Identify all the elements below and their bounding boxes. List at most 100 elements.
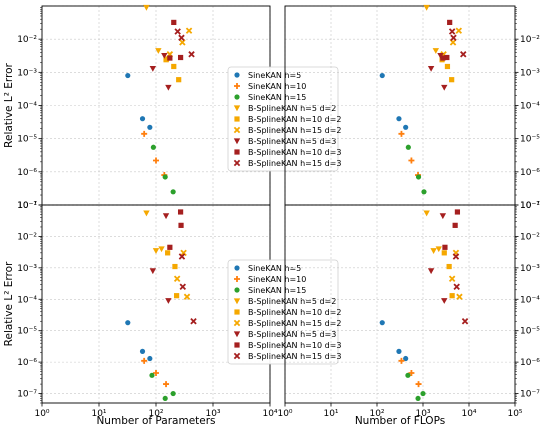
legend-marker [233,298,241,305]
marker-dot [379,72,385,79]
data-point [432,48,440,54]
series-1 [398,357,422,388]
legend-marker [233,319,241,327]
marker-dot [415,174,422,180]
y-tick-label: 10⁻² [520,232,540,242]
data-point [165,250,171,256]
y-tick-label: 10⁻⁵ [520,327,540,337]
series-7 [440,19,453,61]
marker-triangle [423,4,430,11]
marker-dot [125,72,131,79]
data-point [442,244,448,250]
x-tick-label: 10² [148,409,163,419]
marker-x [453,283,460,291]
data-point [177,209,184,215]
y-tick-label: 10⁻⁴ [520,102,540,112]
data-point [423,210,430,217]
data-point [396,116,402,122]
x-tick-label: 10⁵ [507,409,522,419]
legend-entry: B-SplineKAN h=10 d=3 [248,148,341,157]
marker-triangle [149,65,157,72]
marker-x [178,253,186,260]
marker-x [179,283,187,291]
marker-square [177,54,184,61]
data-point [165,84,172,91]
legend-box [227,259,339,365]
x-axis-label: Number of FLOPs [355,415,445,427]
y-tick-label: 10⁻⁴ [520,295,540,305]
data-point [180,249,187,257]
data-point [430,248,437,254]
marker-triangle [441,298,448,304]
series-5 [173,249,191,301]
marker-plus [408,157,415,164]
marker-x [233,126,241,134]
marker-square [440,55,446,61]
marker-square [171,63,177,70]
legend-marker [234,94,240,100]
data-point [174,28,181,35]
marker-square [172,263,178,270]
data-point [421,189,427,195]
legend-entry: B-SplineKAN h=10 d=2 [248,308,341,317]
data-point [427,268,435,275]
series-1 [141,130,168,179]
marker-dot [403,124,409,130]
data-point [153,370,159,377]
y-tick-label: 10⁻⁴ [17,102,37,112]
marker-dot [170,390,176,397]
marker-square [449,293,455,299]
panel-top-left: 10⁻⁷ 10⁻⁶ 10⁻⁵ 10⁻⁴ 10⁻³ 10⁻² Relative L² Erro… [3,4,341,211]
marker-plus [153,370,159,377]
data-point [139,348,146,354]
legend-entry: B-SplineKAN h=5 d=2 [248,297,336,306]
data-point [448,28,456,35]
data-point [178,34,185,42]
y-tick-label: 10⁻⁵ [17,327,37,337]
data-point [149,372,155,378]
marker-plus [234,83,240,89]
data-point [185,27,193,34]
marker-square [234,309,240,315]
legend-entry: B-SplineKAN h=5 d=3 [248,330,336,339]
marker-triangle [427,65,435,72]
series-0 [125,72,153,130]
marker-dot [147,355,153,362]
marker-square [174,293,180,299]
marker-x [188,51,195,58]
data-point [161,52,168,59]
data-point [171,63,177,70]
panel-bottom-right: 10⁻⁷ 10⁻⁶ 10⁻⁵ 10⁻⁴ 10⁻³ 10⁻² 10⁻¹ 10⁰ 10¹ 10² 10³… [277,201,540,427]
marker-triangle [161,52,168,59]
data-point [452,253,460,260]
y-tick-label: 10⁻³ [17,264,37,274]
marker-dot [396,348,402,354]
data-point [150,144,156,150]
data-point [398,130,405,137]
marker-plus [141,130,148,137]
marker-dot [234,287,240,293]
marker-dot [139,116,146,122]
marker-square [444,63,451,70]
series-4 [439,57,455,83]
legend-entry: B-SplineKAN h=15 d=2 [248,126,341,135]
y-tick-label: 10⁻¹ [17,201,37,211]
marker-dot [162,395,168,402]
y-tick-label: 10⁻⁶ [17,168,37,178]
series-0 [125,320,153,362]
series-7 [442,209,461,250]
series-7 [167,209,184,250]
data-point [125,72,131,79]
data-point [162,213,170,220]
marker-x [173,275,181,282]
marker-plus [398,357,405,364]
marker-dot [162,174,168,180]
data-point [178,222,184,228]
legend-entry: SineKAN h=5 [248,71,301,80]
marker-x [233,352,241,360]
data-point [139,116,146,122]
legend-marker [233,159,241,167]
marker-dot [170,189,176,195]
marker-dot [234,94,240,100]
data-point [172,263,178,270]
